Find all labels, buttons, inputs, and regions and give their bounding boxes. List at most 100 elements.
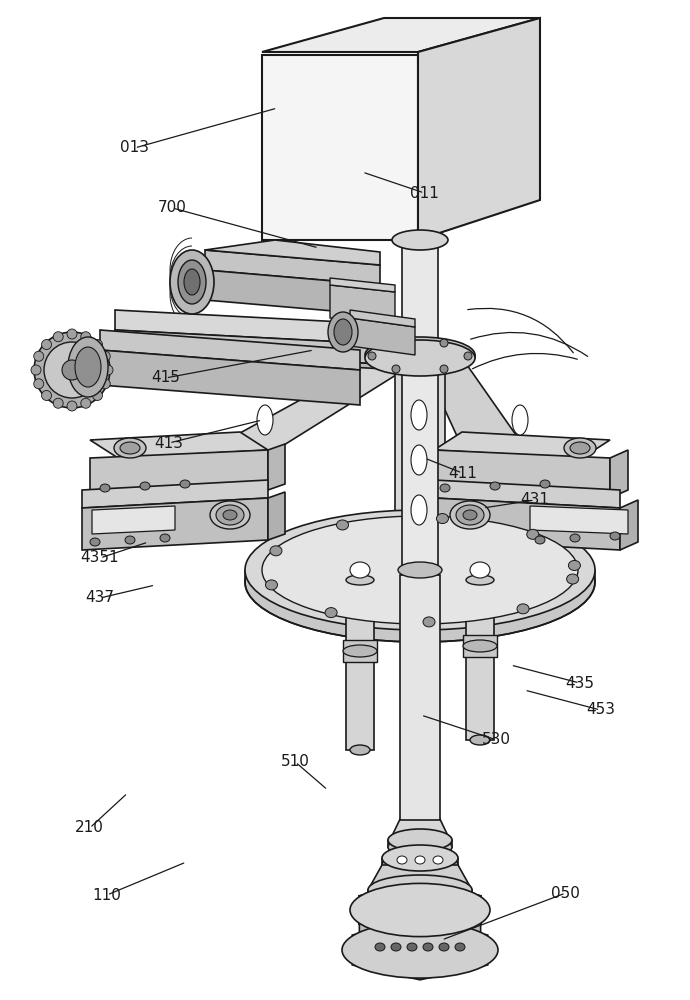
Ellipse shape xyxy=(570,442,590,454)
Ellipse shape xyxy=(423,617,435,627)
Text: 435: 435 xyxy=(565,676,594,690)
Ellipse shape xyxy=(535,536,545,544)
Ellipse shape xyxy=(100,379,110,389)
Ellipse shape xyxy=(81,398,91,408)
Polygon shape xyxy=(92,506,175,534)
Text: 437: 437 xyxy=(86,590,115,605)
Ellipse shape xyxy=(337,520,348,530)
Ellipse shape xyxy=(180,480,190,488)
Ellipse shape xyxy=(570,534,580,542)
Ellipse shape xyxy=(343,645,377,657)
Ellipse shape xyxy=(334,319,352,345)
Ellipse shape xyxy=(368,875,472,905)
Text: 453: 453 xyxy=(586,702,615,718)
Polygon shape xyxy=(200,355,420,460)
Ellipse shape xyxy=(433,856,443,864)
Ellipse shape xyxy=(34,379,43,389)
Ellipse shape xyxy=(346,575,374,585)
Ellipse shape xyxy=(90,538,100,546)
Polygon shape xyxy=(262,18,540,52)
Ellipse shape xyxy=(397,856,407,864)
Ellipse shape xyxy=(262,516,578,624)
Ellipse shape xyxy=(216,505,244,525)
Polygon shape xyxy=(115,350,405,370)
Text: 700: 700 xyxy=(158,200,187,216)
Polygon shape xyxy=(400,575,440,820)
Ellipse shape xyxy=(92,340,102,350)
Polygon shape xyxy=(368,865,472,890)
Polygon shape xyxy=(82,498,268,550)
Ellipse shape xyxy=(350,562,370,578)
Ellipse shape xyxy=(325,608,337,618)
Polygon shape xyxy=(90,450,268,498)
Polygon shape xyxy=(395,363,445,560)
Ellipse shape xyxy=(350,745,370,755)
Polygon shape xyxy=(359,882,481,938)
Ellipse shape xyxy=(31,365,41,375)
Polygon shape xyxy=(418,18,540,240)
Ellipse shape xyxy=(375,943,385,951)
Ellipse shape xyxy=(382,845,458,871)
Ellipse shape xyxy=(328,312,358,352)
Text: 411: 411 xyxy=(448,466,477,481)
Ellipse shape xyxy=(245,510,595,630)
Ellipse shape xyxy=(463,510,477,520)
Ellipse shape xyxy=(490,482,500,490)
Ellipse shape xyxy=(368,352,376,360)
Ellipse shape xyxy=(450,501,490,529)
Polygon shape xyxy=(463,635,497,657)
Polygon shape xyxy=(350,310,415,327)
Ellipse shape xyxy=(270,546,282,556)
Ellipse shape xyxy=(411,495,427,525)
Text: 110: 110 xyxy=(92,888,121,902)
Polygon shape xyxy=(115,330,400,365)
Ellipse shape xyxy=(125,536,135,544)
Ellipse shape xyxy=(423,943,433,951)
Ellipse shape xyxy=(223,510,237,520)
Ellipse shape xyxy=(266,580,277,590)
Ellipse shape xyxy=(470,735,490,745)
Ellipse shape xyxy=(526,529,539,539)
Ellipse shape xyxy=(41,340,52,350)
Ellipse shape xyxy=(100,484,110,492)
Ellipse shape xyxy=(140,482,150,490)
Polygon shape xyxy=(205,240,380,265)
Ellipse shape xyxy=(392,339,400,347)
Polygon shape xyxy=(359,904,481,960)
Polygon shape xyxy=(100,350,360,405)
Ellipse shape xyxy=(368,882,472,912)
Polygon shape xyxy=(90,432,268,458)
Ellipse shape xyxy=(170,250,214,314)
Text: 4351: 4351 xyxy=(81,550,119,566)
Ellipse shape xyxy=(92,390,102,400)
Ellipse shape xyxy=(463,640,497,652)
Ellipse shape xyxy=(411,400,427,430)
Polygon shape xyxy=(402,240,438,580)
Text: 530: 530 xyxy=(482,732,511,748)
Polygon shape xyxy=(268,492,285,540)
Ellipse shape xyxy=(210,501,250,529)
Ellipse shape xyxy=(245,522,595,642)
Polygon shape xyxy=(434,480,620,508)
Polygon shape xyxy=(466,580,494,740)
Ellipse shape xyxy=(464,352,472,360)
Ellipse shape xyxy=(350,883,490,937)
Polygon shape xyxy=(434,432,610,458)
Ellipse shape xyxy=(103,365,113,375)
Polygon shape xyxy=(268,444,285,490)
Ellipse shape xyxy=(540,480,550,488)
Ellipse shape xyxy=(67,329,77,339)
Ellipse shape xyxy=(388,829,452,851)
Ellipse shape xyxy=(365,340,475,376)
Ellipse shape xyxy=(566,574,579,584)
Ellipse shape xyxy=(382,852,458,878)
Ellipse shape xyxy=(68,337,108,397)
Polygon shape xyxy=(610,450,628,498)
Ellipse shape xyxy=(34,332,110,408)
Ellipse shape xyxy=(53,398,63,408)
Ellipse shape xyxy=(53,332,63,342)
Text: 431: 431 xyxy=(520,492,549,508)
Text: 510: 510 xyxy=(281,754,310,770)
Ellipse shape xyxy=(184,269,200,295)
Ellipse shape xyxy=(120,442,140,454)
